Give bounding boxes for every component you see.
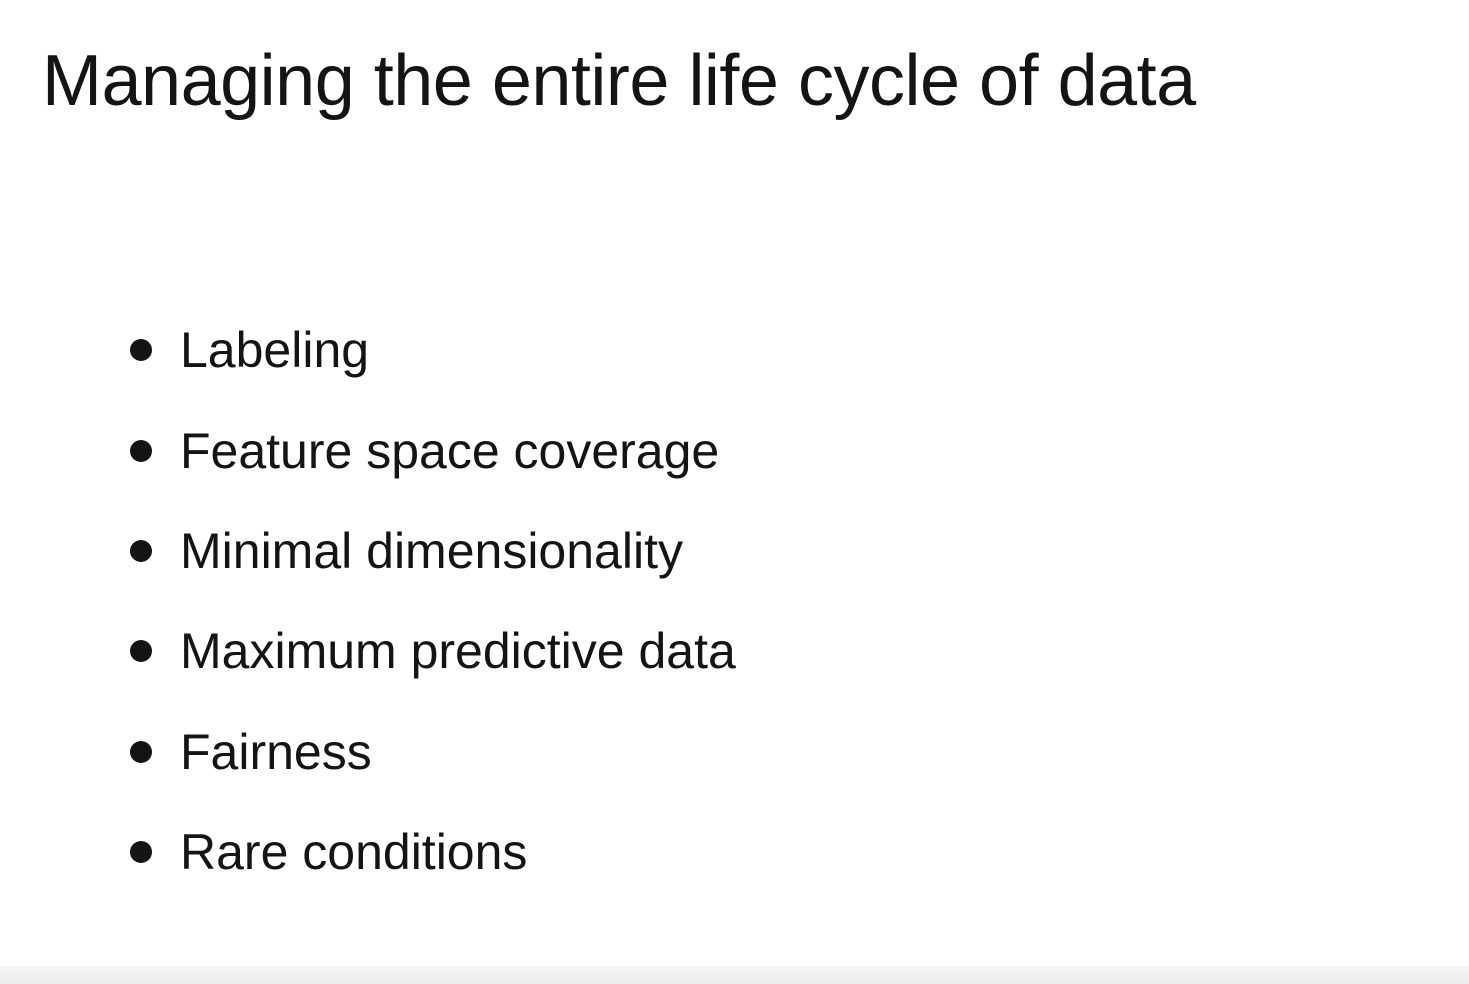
- bullet-point-icon: [130, 339, 152, 362]
- bullet-item-maximum-predictive-data: Maximum predictive data: [130, 601, 736, 701]
- bullet-item-feature-space-coverage: Feature space coverage: [130, 400, 736, 500]
- bullet-text: Labeling: [180, 322, 370, 379]
- bullet-item-fairness: Fairness: [130, 702, 736, 802]
- bullet-text: Minimal dimensionality: [180, 522, 683, 579]
- bullet-text: Feature space coverage: [180, 422, 720, 479]
- bullet-item-minimal-dimensionality: Minimal dimensionality: [130, 501, 736, 601]
- bullet-point-icon: [130, 640, 152, 663]
- slide-title: Managing the entire life cycle of data: [42, 41, 1196, 121]
- bottom-edge: [0, 966, 1469, 984]
- bullet-point-icon: [130, 740, 152, 763]
- bullet-point-icon: [130, 841, 152, 864]
- bullet-item-rare-conditions: Rare conditions: [130, 802, 736, 902]
- bullet-text: Maximum predictive data: [180, 623, 736, 680]
- bullet-text: Rare conditions: [180, 824, 528, 881]
- bullet-point-icon: [130, 539, 152, 562]
- bullet-text: Fairness: [180, 723, 372, 780]
- bullet-list: Labeling Feature space coverage Minimal …: [130, 300, 736, 902]
- bullet-point-icon: [130, 439, 152, 462]
- bullet-item-labeling: Labeling: [130, 300, 736, 400]
